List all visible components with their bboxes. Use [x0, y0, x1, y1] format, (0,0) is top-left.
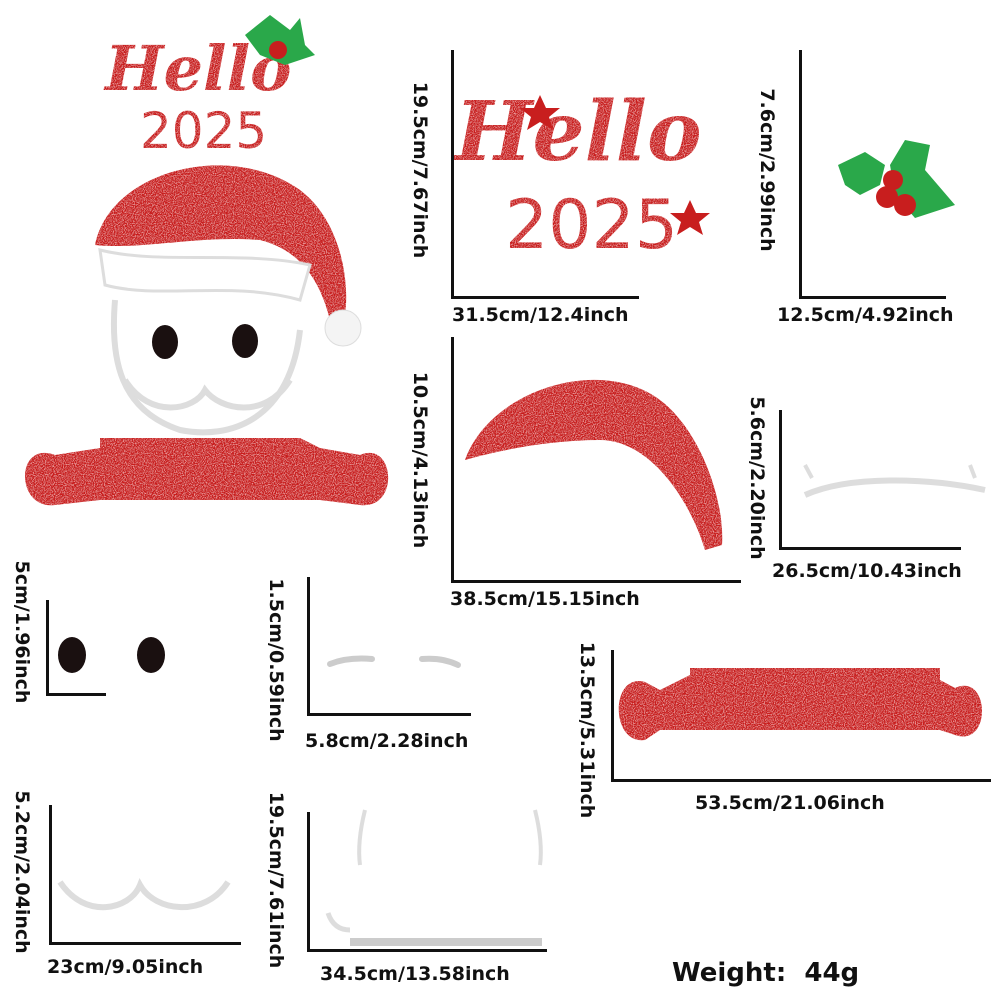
weight-value: 44g: [804, 958, 860, 988]
width-axis: [307, 949, 547, 952]
width-axis: [799, 296, 946, 299]
height-axis: [779, 410, 782, 550]
greeting-artwork-text: Hello: [453, 84, 702, 180]
width-axis: [611, 779, 991, 782]
height-axis: [46, 600, 49, 696]
width-label: 34.5cm/13.58inch: [320, 963, 510, 985]
height-axis: [799, 50, 802, 298]
width-label: 12.5cm/4.92inch: [777, 304, 954, 326]
width-axis: [779, 547, 961, 550]
weight-text: Weight: 44g: [672, 958, 859, 988]
weight-label: Weight:: [672, 958, 787, 988]
year-artwork-text: 2025: [140, 102, 267, 160]
width-label: 38.5cm/15.15inch: [450, 588, 640, 610]
height-axis: [49, 805, 52, 945]
width-label: 5.8cm/2.28inch: [305, 730, 469, 752]
height-axis: [307, 577, 310, 716]
width-axis: [46, 693, 106, 696]
height-axis: [307, 812, 310, 952]
height-axis: [611, 650, 614, 782]
width-axis: [451, 580, 741, 583]
width-axis: [451, 296, 639, 299]
width-axis: [307, 713, 471, 716]
year-artwork-text: 2025: [505, 186, 678, 265]
height-label: 19.5cm/7.61inch: [265, 791, 287, 969]
width-label: 23cm/9.05inch: [47, 956, 204, 978]
width-label: 31.5cm/12.4inch: [452, 304, 629, 326]
width-label: 26.5cm/10.43inch: [772, 560, 962, 582]
height-axis: [451, 337, 454, 582]
height-axis: [451, 50, 454, 298]
width-label: 53.5cm/21.06inch: [695, 792, 885, 814]
width-axis: [49, 942, 241, 945]
